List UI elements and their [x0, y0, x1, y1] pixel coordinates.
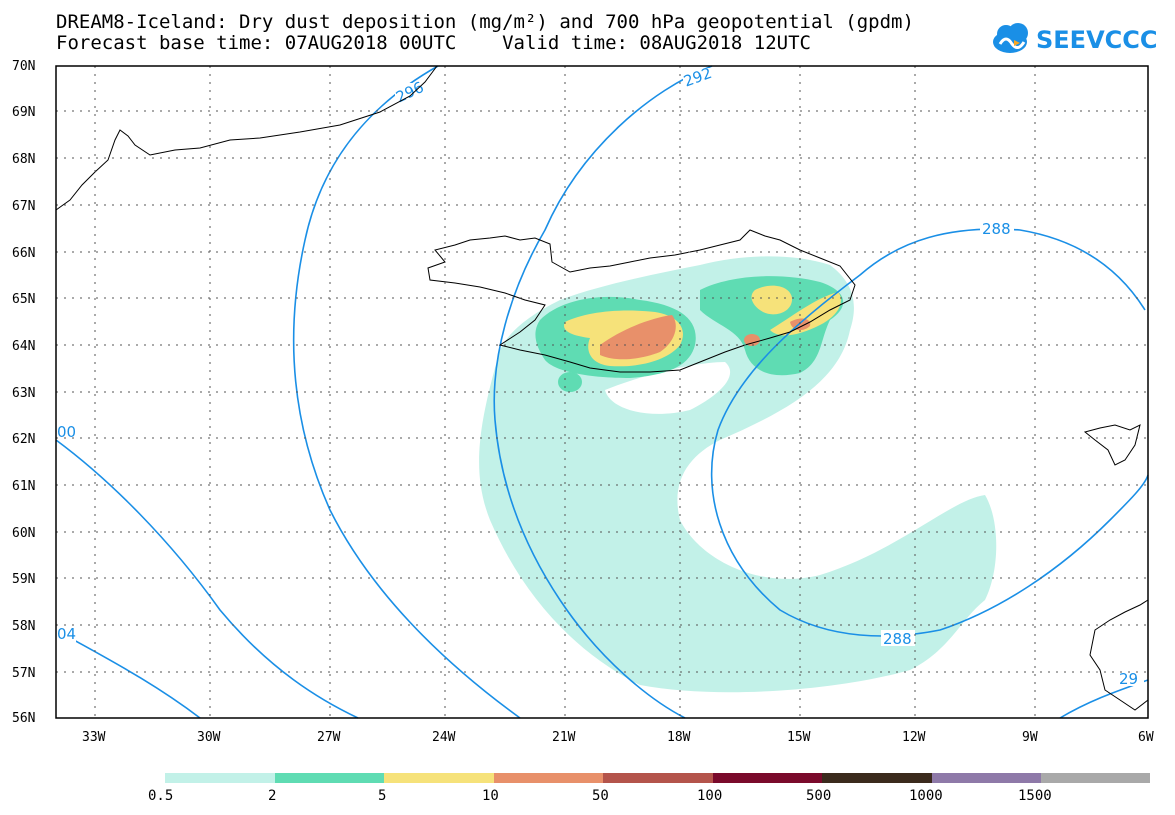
legend-swatch	[932, 773, 1041, 783]
dust-field	[479, 256, 997, 693]
coastlines	[55, 65, 1149, 711]
legend-swatch	[1041, 773, 1150, 783]
lat-label: 67N	[12, 199, 35, 214]
contour-292	[493, 65, 713, 719]
legend-swatch	[165, 773, 275, 783]
contour-label-292: 292	[681, 64, 714, 91]
contour-label-300: 00	[57, 423, 76, 441]
lat-label: 68N	[12, 152, 35, 167]
lon-label: 33W	[82, 730, 106, 745]
map-title: DREAM8-Iceland: Dry dust deposition (mg/…	[56, 11, 914, 33]
lat-label: 57N	[12, 666, 35, 681]
contour-labels: 296 292 288 288 00 04 29	[56, 64, 1144, 688]
lon-label: 18W	[667, 730, 691, 745]
lat-label: 62N	[12, 432, 35, 447]
legend-label: 1000	[909, 788, 943, 804]
lat-label: 59N	[12, 572, 35, 587]
map-frame	[55, 65, 1149, 719]
map-subtitle: Forecast base time: 07AUG2018 00UTC Vali…	[56, 32, 811, 54]
graticule	[56, 66, 1148, 718]
legend-label: 1500	[1018, 788, 1052, 804]
lon-label: 24W	[432, 730, 456, 745]
legend-label: 5	[378, 788, 386, 804]
lat-label: 64N	[12, 339, 35, 354]
dust-hole-white	[605, 362, 731, 414]
lat-label: 66N	[12, 246, 35, 261]
dust-green-spot	[558, 372, 582, 392]
contour-label-292-se: 29	[1119, 670, 1138, 688]
lat-label: 65N	[12, 292, 35, 307]
logo-text: SEEVCCC	[1036, 26, 1158, 54]
legend-label: 0.5	[148, 788, 173, 804]
lat-label: 70N	[12, 59, 35, 74]
lon-label: 30W	[197, 730, 221, 745]
lat-label: 61N	[12, 479, 35, 494]
lat-label: 60N	[12, 526, 35, 541]
legend-swatch	[275, 773, 384, 783]
legend-label: 10	[482, 788, 499, 804]
lon-label: 6W	[1138, 730, 1154, 745]
legend-swatch	[494, 773, 603, 783]
coast-faroes	[1083, 424, 1141, 466]
lon-label: 21W	[552, 730, 576, 745]
lon-label: 9W	[1022, 730, 1038, 745]
dust-orange-spot	[744, 334, 760, 346]
lon-label: 15W	[787, 730, 811, 745]
legend-label: 50	[592, 788, 609, 804]
contour-296	[292, 65, 521, 719]
legend-swatch	[713, 773, 822, 783]
lat-label: 69N	[12, 105, 35, 120]
legend-swatch	[603, 773, 713, 783]
dust-green-east	[700, 276, 844, 376]
legend-swatch	[822, 773, 932, 783]
lon-label: 12W	[902, 730, 926, 745]
contour-300	[55, 439, 359, 719]
legend-label: 500	[806, 788, 831, 804]
contour-304	[55, 629, 201, 719]
contour-label-288-north: 288	[982, 220, 1011, 238]
longitude-labels: 33W 30W 27W 24W 21W 18W 15W 12W 9W 6W	[82, 730, 1154, 745]
legend-swatch	[384, 773, 494, 783]
contour-label-304: 04	[57, 625, 76, 643]
lat-label: 56N	[12, 711, 35, 726]
lat-label: 58N	[12, 619, 35, 634]
seevccc-logo: SEEVCCC	[993, 23, 1158, 54]
legend-label: 2	[268, 788, 276, 804]
cloud-icon	[993, 23, 1028, 53]
contour-label-288-south: 288	[883, 630, 912, 648]
lon-label: 27W	[317, 730, 341, 745]
lat-label: 63N	[12, 386, 35, 401]
coast-scotland	[1089, 599, 1149, 711]
coast-greenland	[55, 65, 438, 211]
latitude-labels: 70N 69N 68N 67N 66N 65N 64N 63N 62N 61N …	[12, 59, 35, 726]
coast-iceland	[427, 229, 856, 373]
legend-colorbar	[165, 773, 1150, 783]
dust-yellow-east	[751, 285, 793, 315]
legend-label: 100	[697, 788, 722, 804]
dust-orange-west	[600, 315, 676, 360]
legend-labels: 0.5 2 5 10 50 100 500 1000 1500	[148, 788, 1052, 804]
